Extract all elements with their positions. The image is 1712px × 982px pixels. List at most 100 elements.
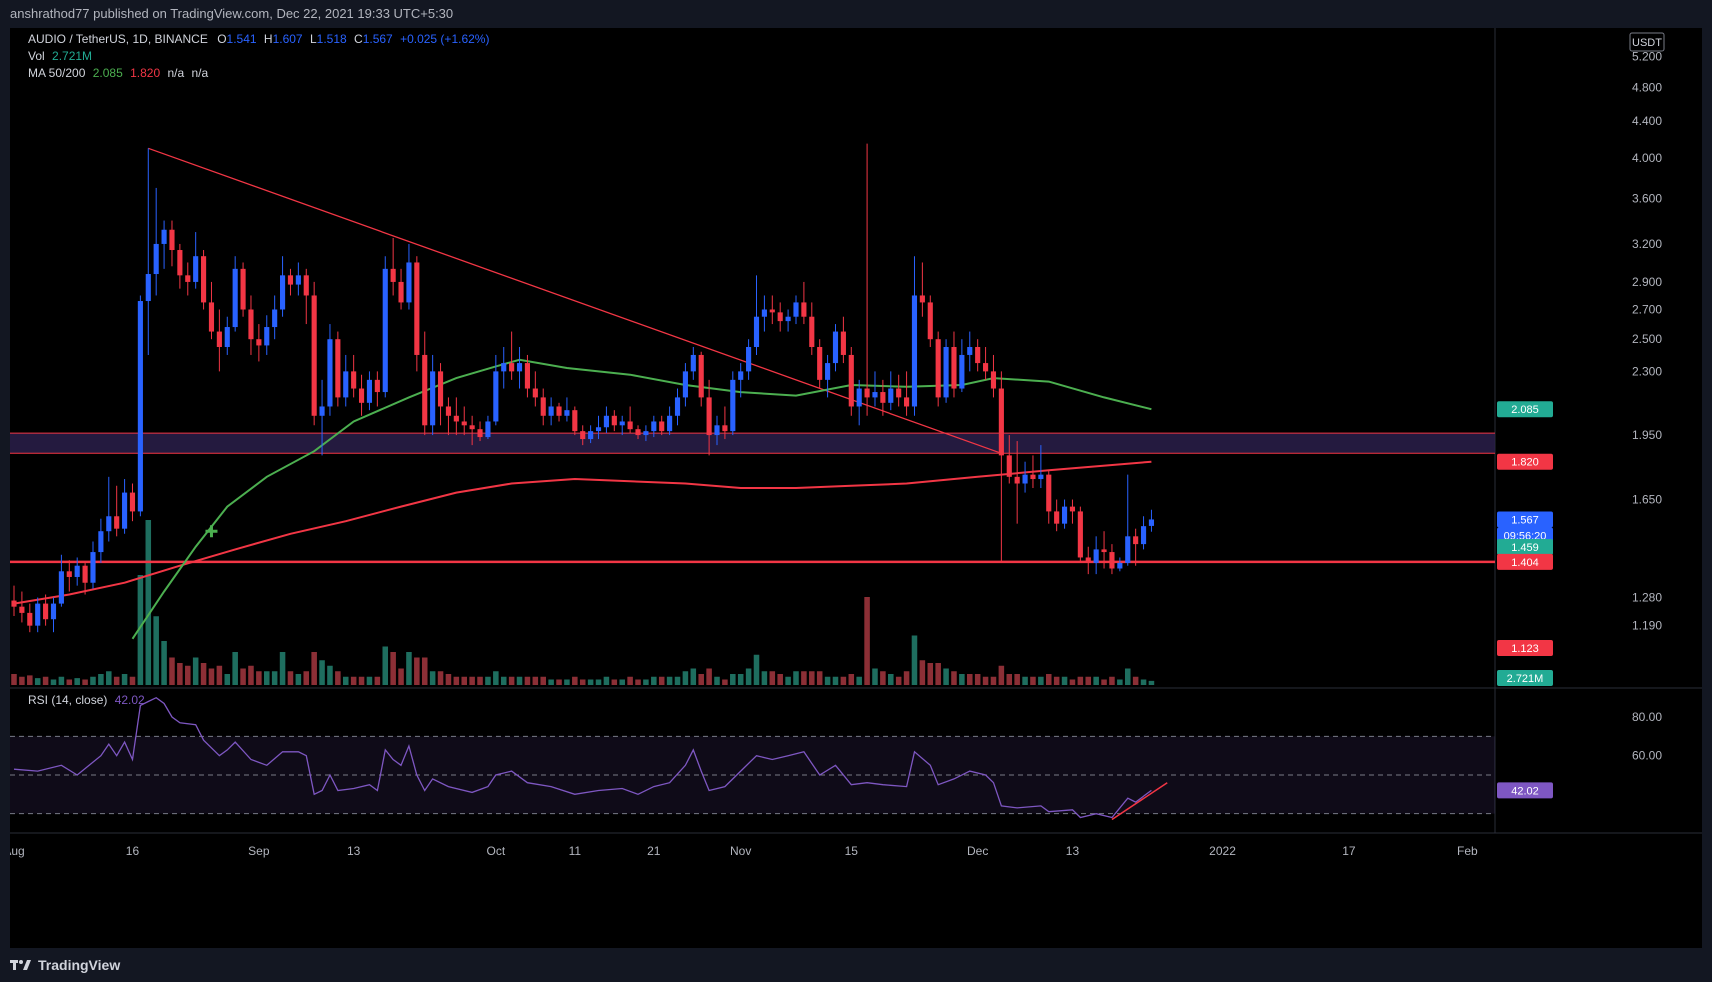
- volume-bar: [935, 663, 941, 685]
- candle-body: [1061, 506, 1068, 524]
- volume-bar: [113, 676, 120, 685]
- candle-body: [177, 250, 183, 276]
- candle-body: [106, 516, 112, 532]
- candle-body: [682, 371, 688, 398]
- volume-bar: [50, 679, 57, 685]
- candle-body: [832, 331, 839, 364]
- volume-bar: [816, 671, 823, 685]
- volume-bar: [90, 676, 96, 685]
- candle-body: [848, 354, 854, 407]
- candle-body: [303, 275, 309, 296]
- legend-low-value: 1.518: [316, 32, 347, 46]
- candle-body: [1101, 549, 1107, 553]
- publish-info: anshrathod77 published on TradingView.co…: [10, 6, 454, 21]
- candle-body: [801, 302, 807, 317]
- candle-body: [785, 316, 791, 322]
- volume-bar: [840, 676, 847, 685]
- candle-body: [122, 492, 128, 529]
- candle-body: [351, 371, 357, 389]
- volume-bar: [674, 676, 681, 685]
- rsi-badge-bg: [1497, 782, 1553, 799]
- legend-symbol[interactable]: AUDIO / TetherUS, 1D, BINANCE: [28, 32, 208, 46]
- tradingview-footer[interactable]: TradingView: [10, 952, 120, 978]
- candle-body: [998, 388, 1004, 456]
- candle-body: [1109, 552, 1115, 569]
- volume-bar: [903, 671, 910, 685]
- volume-bar: [666, 676, 673, 685]
- candle-body: [635, 429, 641, 436]
- candle-body: [667, 415, 673, 432]
- candle-body: [485, 421, 491, 438]
- volume-bar: [500, 676, 507, 685]
- volume-bar: [769, 671, 776, 685]
- volume-bar: [421, 657, 428, 685]
- candle-body: [422, 354, 428, 426]
- volume-bar: [200, 663, 207, 685]
- legend-ma-row[interactable]: MA 50/200 2.085 1.820 n/a n/a: [28, 66, 208, 80]
- volume-bar: [911, 635, 918, 685]
- legend-volume-row[interactable]: Vol 2.721M: [28, 49, 92, 63]
- legend-volume-value: 2.721M: [52, 49, 93, 63]
- volume-bar: [524, 676, 531, 685]
- volume-bar: [1030, 676, 1036, 685]
- legend-high-value: 1.607: [272, 32, 303, 46]
- candle-body: [430, 371, 436, 426]
- candle-body: [1014, 476, 1020, 484]
- time-axis-label: 11: [569, 844, 582, 858]
- chart-area[interactable]: 5.200 4.800 4.400 4.000 3.600 3.200 2.900 2.700…: [3, 28, 1702, 948]
- volume-bar: [42, 676, 49, 685]
- resistance-zone: [10, 433, 1495, 454]
- volume-bar: [1109, 676, 1115, 685]
- volume-bar: [872, 668, 878, 685]
- volume-bar: [801, 671, 807, 685]
- price-badge-bg: [1497, 511, 1553, 528]
- volume-bar: [374, 676, 381, 685]
- volume-bar: [564, 679, 570, 685]
- legend-rsi-row[interactable]: RSI (14, close) 42.02: [28, 693, 145, 707]
- candle-body: [35, 603, 41, 626]
- volume-bar: [540, 676, 546, 685]
- candle-body: [777, 312, 783, 322]
- price-chart-svg[interactable]: 5.200 4.800 4.400 4.000 3.600 3.200 2.900 2.700…: [3, 28, 1702, 948]
- price-tick-label: 4.000: [1632, 151, 1662, 165]
- volume-bar: [627, 676, 633, 685]
- price-tick-label: 1.280: [1632, 591, 1662, 605]
- volume-bar: [429, 671, 436, 685]
- volume-bar: [185, 665, 191, 685]
- candle-body: [706, 397, 712, 436]
- volume-bar: [1006, 674, 1013, 685]
- volume-bar: [761, 671, 768, 685]
- candle-body: [264, 327, 270, 346]
- tradingview-brand: TradingView: [38, 957, 121, 973]
- volume-bar: [256, 671, 262, 685]
- volume-bar: [1061, 676, 1068, 685]
- volume-bar: [1045, 674, 1052, 685]
- candle-body: [19, 606, 25, 613]
- volume-bar: [753, 654, 760, 685]
- price-tick-label: 2.300: [1632, 364, 1662, 378]
- legend-open-value: 1.541: [226, 32, 257, 46]
- volume-bar: [982, 676, 989, 685]
- volume-bar: [74, 678, 80, 685]
- volume-bar: [437, 671, 444, 685]
- candle-body: [572, 410, 578, 432]
- candle-body: [137, 301, 143, 512]
- volume-bar: [974, 674, 981, 685]
- volume-bar: [658, 676, 665, 685]
- volume-bar: [1038, 676, 1044, 685]
- candle-body: [295, 275, 301, 285]
- legend-close-value: 1.567: [362, 32, 393, 46]
- price-badge-bg: [1497, 401, 1553, 418]
- candle-body: [1117, 562, 1123, 569]
- price-badge: 2.721M: [1497, 670, 1553, 686]
- candle-body: [943, 346, 949, 398]
- volume-bar: [1069, 679, 1076, 685]
- volume-bar: [951, 671, 957, 685]
- volume-bar: [603, 676, 610, 685]
- candle-body: [406, 262, 412, 303]
- legend-rsi-label: RSI (14, close): [28, 693, 108, 707]
- volume-bar: [485, 676, 491, 685]
- candle-body: [793, 302, 799, 317]
- candle-body: [1093, 549, 1099, 563]
- candle-body: [509, 363, 515, 372]
